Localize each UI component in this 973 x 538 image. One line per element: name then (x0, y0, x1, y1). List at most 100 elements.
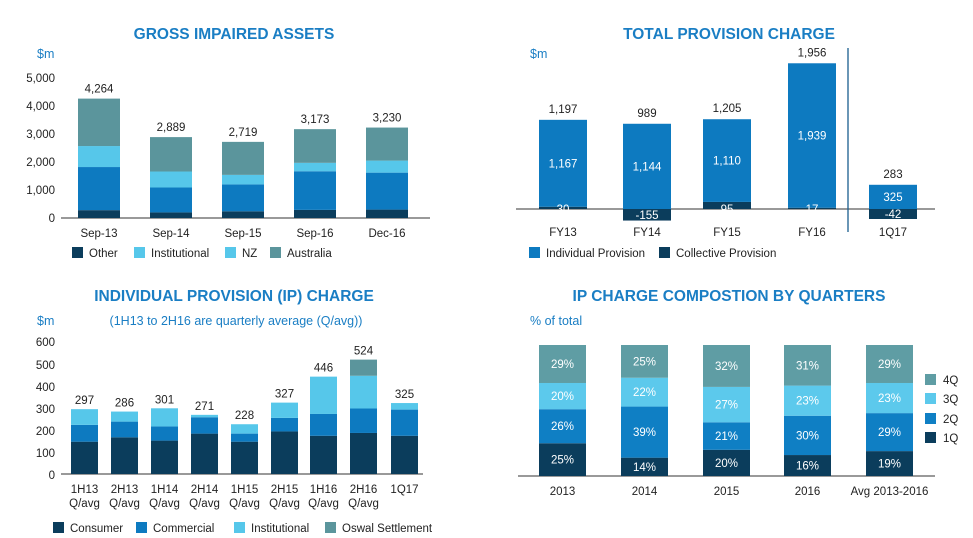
segment-percent-label: 29% (878, 359, 901, 371)
y-tick-label: 1,000 (26, 185, 55, 197)
legend-label-institutional: Institutional (251, 523, 309, 535)
collective-provision-label: -155 (635, 210, 658, 222)
legend-label-oswal-settlement: Oswal Settlement (342, 523, 433, 535)
bar-segment-3q (539, 382, 586, 410)
y-tick-label: 100 (36, 448, 55, 460)
bar-segment-individual-provision (703, 119, 751, 202)
bar-segment-institutional (294, 171, 336, 210)
bar-total-label: 3,173 (301, 114, 330, 126)
legend-swatch-individual-provision (529, 247, 540, 258)
legend-label-2q: 2Q (943, 414, 958, 426)
x-tick-label: 2H15 (271, 484, 299, 496)
y-tick-label: 3,000 (26, 129, 55, 141)
x-tick-label: 2H16 (350, 484, 378, 496)
bar-segment-institutional (231, 424, 258, 434)
chart-subtitle: (1H13 to 2H16 are quarterly average (Q/a… (110, 314, 363, 328)
x-tick-label: FY13 (549, 227, 577, 239)
bar-segment-3q (703, 386, 750, 423)
bar-segment-commercial (310, 413, 337, 436)
bar-segment-commercial (350, 408, 377, 433)
bar-segment-institutional (71, 409, 98, 425)
x-tick-label: Sep-16 (296, 228, 333, 240)
x-tick-label: Q/avg (229, 498, 260, 510)
bar-segment-institutional (350, 375, 377, 409)
legend-swatch-collective-provision (659, 247, 670, 258)
bar-segment-commercial (391, 409, 418, 436)
x-tick-label: 2H14 (191, 484, 219, 496)
bar-segment-individual-provision (788, 63, 836, 208)
bar-segment-consumer (71, 441, 98, 474)
segment-percent-label: 22% (633, 387, 656, 399)
legend-label-collective-provision: Collective Provision (676, 248, 776, 260)
y-tick-label: 0 (49, 213, 55, 225)
chart-title: IP CHARGE COMPOSTION BY QUARTERS (573, 288, 886, 305)
segment-percent-label: 30% (796, 430, 819, 442)
individual-provision-label: 1,110 (713, 156, 741, 168)
individual-provision-charge-chart: INDIVIDUAL PROVISION (IP) CHARGE $m (1H1… (36, 288, 433, 535)
y-tick-label: 400 (36, 382, 55, 394)
legend-label-4q: 4Q (943, 375, 958, 387)
individual-provision-label: 325 (883, 192, 902, 204)
bar-total-label: 283 (883, 169, 902, 181)
bar-segment-consumer (391, 435, 418, 474)
bar-segment-australia (366, 127, 408, 161)
y-tick-label: 300 (36, 404, 55, 416)
bar-total-label: 3,230 (373, 113, 402, 125)
legend: Other Institutional NZ Australia (72, 247, 332, 260)
bar-total-label: 1,956 (798, 47, 827, 59)
x-tick-label: Q/avg (189, 498, 220, 510)
bar-segment-4q (866, 345, 913, 383)
bar-segment-institutional (271, 402, 298, 418)
bar-segment-institutional (366, 172, 408, 210)
bars-group: 297 1H13 Q/avg 286 2H13 Q/avg 301 1H14 Q/avg 271 2… (69, 346, 418, 510)
segment-percent-label: 29% (878, 427, 901, 439)
segment-percent-label: 14% (633, 462, 656, 474)
collective-provision-label: -42 (885, 209, 902, 221)
bar-segment-consumer (350, 432, 377, 474)
x-tick-label: Sep-15 (224, 228, 261, 240)
segment-percent-label: 25% (633, 356, 656, 368)
ip-charge-composition-chart: IP CHARGE COMPOSTION BY QUARTERS % of to… (518, 288, 958, 498)
bar-segment-australia (294, 129, 336, 163)
bar-total-label: 989 (637, 108, 656, 120)
legend-label-institutional: Institutional (151, 248, 209, 260)
bar-total-label: 446 (314, 363, 333, 375)
bar-segment-1q (703, 449, 750, 476)
segment-percent-label: 25% (551, 455, 574, 467)
bar-segment-australia (78, 98, 120, 147)
bar-total-label: 4,264 (85, 84, 114, 96)
bar-segment-2q (539, 409, 586, 444)
bar-total-label: 1,197 (549, 104, 578, 116)
bar-segment-4q (621, 345, 668, 378)
bar-segment-4q (703, 345, 750, 387)
x-tick-label: Q/avg (348, 498, 379, 510)
y-tick-label: 200 (36, 426, 55, 438)
bar-segment-institutional (310, 376, 337, 414)
segment-percent-label: 20% (715, 458, 738, 470)
legend-swatch-2q (925, 413, 936, 424)
bar-segment-1q (539, 443, 586, 476)
bar-total-label: 325 (395, 389, 414, 401)
x-tick-label: Q/avg (308, 498, 339, 510)
bar-segment-other (222, 211, 264, 218)
y-tick-label: 0 (49, 470, 55, 482)
segment-percent-label: 29% (551, 359, 574, 371)
y-axis-unit-label: $m (37, 314, 54, 328)
x-tick-label: 1H16 (310, 484, 338, 496)
bar-segment-4q (539, 345, 586, 383)
bar-total-label: 2,889 (157, 122, 186, 134)
x-tick-label: 1Q17 (879, 227, 907, 239)
legend-swatch-4q (925, 374, 936, 385)
bar-segment-collective-provision (788, 207, 836, 209)
x-tick-label: 1H15 (231, 484, 259, 496)
bars-group: 25% 26% 20% 29% 2013 14% 39% 22% 25% 2014 20% 21% 27… (539, 345, 928, 498)
chart-title: INDIVIDUAL PROVISION (IP) CHARGE (94, 288, 374, 305)
bar-segment-institutional (111, 411, 138, 422)
bar-segment-consumer (111, 437, 138, 474)
bar-segment-australia (222, 141, 264, 175)
bar-segment-2q (866, 413, 913, 452)
bar-segment-other (78, 210, 120, 218)
bar-segment-other (294, 209, 336, 218)
y-tick-label: 4,000 (26, 101, 55, 113)
bar-total-label: 327 (275, 389, 294, 401)
